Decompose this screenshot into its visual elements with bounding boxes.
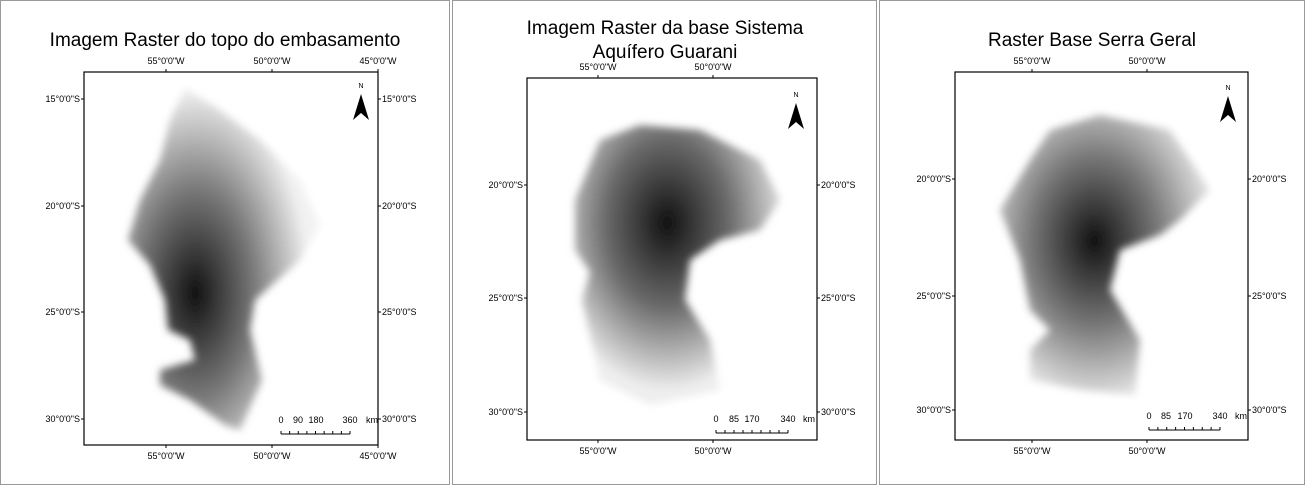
longitude-label: 55°0'0"W [147, 56, 185, 66]
north-arrow [1220, 96, 1236, 122]
latitude-label: 25°0'0"S [382, 307, 417, 317]
longitude-label: 50°0'0"W [253, 451, 291, 461]
scale-label: 0 [713, 414, 718, 424]
latitude-label: 30°0'0"S [382, 414, 417, 424]
longitude-label: 55°0'0"W [1013, 446, 1051, 456]
longitude-label: 45°0'0"W [359, 56, 397, 66]
scale-label: km [366, 415, 378, 425]
latitude-label: 20°0'0"S [382, 201, 417, 211]
scale-label: 0 [278, 415, 283, 425]
scale-label: 340 [780, 414, 795, 424]
map-page: Imagem Raster do topo do embasamento 55°0… [0, 0, 1305, 485]
latitude-label: 30°0'0"S [821, 407, 856, 417]
latitude-label: 25°0'0"S [45, 307, 80, 317]
scale-label: 360 [342, 415, 357, 425]
scale-label: 170 [1177, 411, 1192, 421]
latitude-label: 20°0'0"S [916, 174, 951, 184]
north-arrow [788, 103, 804, 129]
latitude-label: 20°0'0"S [45, 201, 80, 211]
scale-label: 0 [1146, 411, 1151, 421]
scale-label: 170 [744, 414, 759, 424]
latitude-label: 25°0'0"S [1252, 291, 1287, 301]
scale-label: 90 [293, 415, 303, 425]
longitude-label: 50°0'0"W [694, 446, 732, 456]
latitude-label: 30°0'0"S [45, 414, 80, 424]
longitude-label: 50°0'0"W [1128, 446, 1166, 456]
longitude-label: 50°0'0"W [1128, 56, 1166, 66]
scale-label: 85 [1161, 411, 1171, 421]
longitude-label: 50°0'0"W [253, 56, 291, 66]
scale-label: 85 [729, 414, 739, 424]
latitude-label: 20°0'0"S [821, 180, 856, 190]
panel-title: Imagem Raster do topo do embasamento [50, 30, 401, 51]
panel-title: Imagem Raster da base Sistema [527, 18, 804, 39]
north-arrow [353, 94, 369, 120]
latitude-label: 15°0'0"S [45, 94, 80, 104]
north-label: N [1225, 85, 1230, 92]
raster [575, 125, 780, 405]
latitude-label: 30°0'0"S [1252, 405, 1287, 415]
panel-title: Raster Base Serra Geral [988, 30, 1196, 51]
longitude-label: 55°0'0"W [579, 446, 617, 456]
longitude-label: 55°0'0"W [1013, 56, 1051, 66]
latitude-label: 25°0'0"S [821, 293, 856, 303]
raster [1000, 115, 1210, 395]
latitude-label: 30°0'0"S [916, 405, 951, 415]
scale-label: km [803, 414, 815, 424]
north-label: N [793, 92, 798, 99]
longitude-label: 55°0'0"W [579, 62, 617, 72]
latitude-label: 20°0'0"S [488, 180, 523, 190]
latitude-label: 25°0'0"S [916, 291, 951, 301]
raster [128, 88, 320, 430]
latitude-label: 30°0'0"S [488, 407, 523, 417]
latitude-label: 20°0'0"S [1252, 174, 1287, 184]
latitude-label: 25°0'0"S [488, 293, 523, 303]
latitude-label: 15°0'0"S [382, 94, 417, 104]
panel-title: Aquífero Guarani [593, 42, 738, 63]
scale-label: km [1235, 411, 1247, 421]
north-label: N [358, 83, 363, 90]
longitude-label: 45°0'0"W [359, 451, 397, 461]
scale-label: 180 [308, 415, 323, 425]
longitude-label: 50°0'0"W [694, 62, 732, 72]
scale-label: 340 [1212, 411, 1227, 421]
longitude-label: 55°0'0"W [147, 451, 185, 461]
